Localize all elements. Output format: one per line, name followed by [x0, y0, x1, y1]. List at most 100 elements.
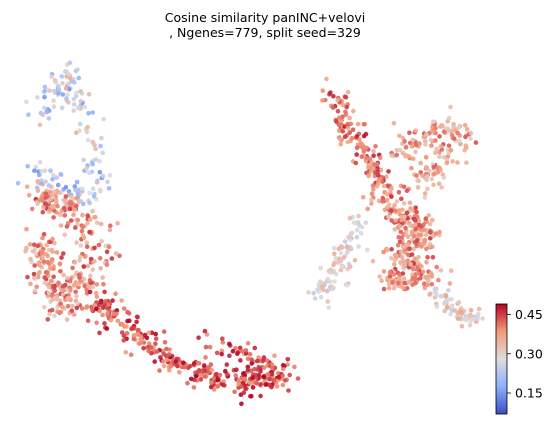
scatter-point — [360, 194, 366, 200]
scatter-point — [418, 160, 424, 166]
scatter-point — [245, 356, 251, 362]
scatter-point — [164, 357, 170, 363]
scatter-point — [52, 189, 57, 194]
scatter-point — [105, 179, 110, 185]
scatter-point — [386, 202, 392, 207]
scatter-point — [168, 363, 174, 369]
scatter-point — [95, 178, 100, 183]
scatter-point — [332, 251, 337, 257]
scatter-point — [77, 254, 83, 260]
scatter-point — [416, 254, 421, 260]
scatter-point — [394, 152, 400, 158]
scatter-point — [63, 194, 69, 199]
scatter-point — [71, 212, 76, 217]
scatter-point — [342, 239, 348, 244]
scatter-point — [47, 207, 53, 212]
scatter-point — [162, 340, 168, 345]
scatter-point — [205, 365, 211, 370]
scatter-point — [113, 291, 118, 297]
scatter-point — [58, 223, 64, 228]
scatter-point — [394, 199, 400, 204]
scatter-point — [91, 194, 97, 199]
scatter-point — [64, 287, 69, 293]
scatter-point — [360, 145, 365, 151]
scatter-point — [456, 299, 462, 305]
scatter-point — [51, 215, 56, 220]
colorbar-tick-label: 0.45 — [515, 307, 543, 322]
scatter-point — [106, 244, 112, 250]
scatter-point — [363, 220, 369, 225]
scatter-point — [54, 296, 59, 302]
scatter-point — [37, 122, 43, 128]
scatter-point — [64, 224, 70, 229]
scatter-point — [462, 123, 468, 128]
scatter-point — [73, 225, 78, 230]
scatter-point — [335, 260, 341, 265]
scatter-point — [75, 217, 81, 223]
scatter-point — [295, 376, 301, 381]
scatter-point — [272, 353, 277, 359]
scatter-point — [37, 262, 42, 268]
scatter-point — [93, 291, 99, 296]
scatter-point — [425, 186, 430, 192]
scatter-point — [93, 157, 99, 162]
scatter-point — [398, 229, 404, 235]
scatter-point — [72, 184, 78, 189]
scatter-point — [79, 186, 85, 191]
scatter-point — [377, 176, 383, 182]
scatter-point — [401, 201, 407, 206]
scatter-point — [365, 206, 371, 212]
scatter-point — [386, 285, 392, 291]
scatter-point — [50, 249, 55, 255]
scatter-point — [45, 317, 51, 322]
scatter-point — [401, 276, 407, 281]
scatter-point — [258, 393, 263, 399]
scatter-point — [42, 84, 48, 90]
scatter-point — [75, 191, 81, 197]
scatter-point — [480, 316, 485, 321]
scatter-point — [371, 187, 376, 192]
scatter-point — [219, 348, 225, 354]
scatter-point — [402, 139, 407, 144]
scatter-point — [154, 349, 160, 354]
scatter-point — [58, 172, 64, 177]
scatter-point — [399, 254, 405, 260]
scatter-point — [404, 210, 410, 216]
scatter-point — [339, 245, 345, 251]
scatter-point — [243, 386, 248, 392]
scatter-point — [406, 153, 411, 159]
scatter-point — [379, 278, 384, 284]
scatter-point — [400, 207, 405, 213]
chart-title-line-1: Cosine similarity panINC+velovi — [164, 10, 366, 25]
scatter-point — [269, 362, 275, 368]
scatter-point — [356, 213, 361, 219]
scatter-point — [60, 284, 66, 289]
scatter-point — [412, 256, 418, 262]
scatter-point — [344, 282, 350, 288]
scatter-point — [417, 232, 422, 238]
scatter-point — [44, 242, 49, 248]
scatter-point — [393, 218, 398, 223]
scatter-point — [438, 144, 444, 149]
scatter-point — [413, 205, 419, 210]
scatter-points — [15, 60, 485, 407]
scatter-point — [220, 340, 226, 345]
scatter-point — [386, 214, 391, 220]
scatter-point — [412, 276, 418, 282]
scatter-point — [194, 373, 199, 379]
scatter-point — [436, 277, 441, 283]
scatter-point — [421, 222, 426, 227]
scatter-point — [343, 95, 349, 100]
scatter-point — [422, 195, 428, 200]
scatter-point — [74, 240, 79, 245]
scatter-point — [37, 198, 43, 203]
scatter-point — [74, 179, 80, 185]
scatter-point — [100, 305, 106, 311]
scatter-point — [144, 335, 150, 341]
scatter-point — [409, 165, 414, 171]
scatter-point — [351, 108, 356, 114]
scatter-point — [408, 262, 414, 267]
scatter-point — [84, 240, 89, 245]
scatter-point — [425, 254, 430, 260]
scatter-point — [335, 109, 341, 114]
